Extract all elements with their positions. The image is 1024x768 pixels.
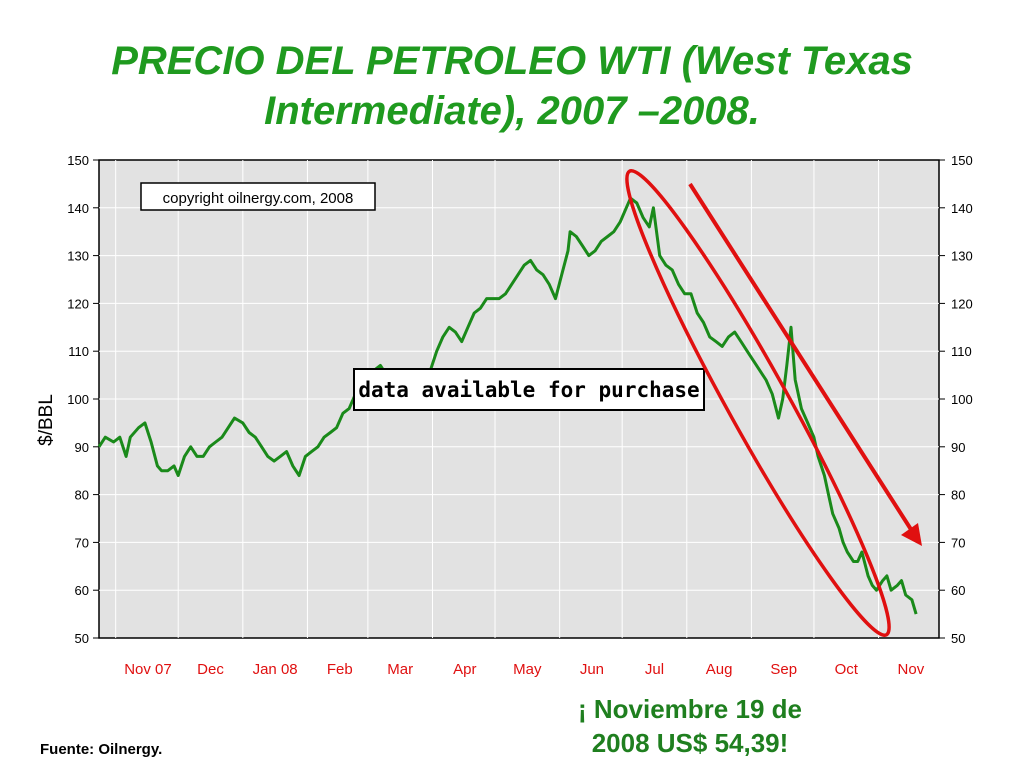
y-tick-label-left: 150 — [67, 153, 89, 168]
x-month-label: Feb — [327, 661, 353, 678]
y-tick-label-left: 80 — [75, 488, 89, 503]
downtrend-arrow-head — [901, 523, 922, 546]
x-month-label: May — [513, 661, 542, 678]
y-axis-title: $/BBL — [36, 394, 57, 446]
series-layer — [97, 196, 918, 615]
y-tick-label-left: 100 — [67, 392, 89, 407]
y-tick-label-left: 70 — [75, 535, 89, 550]
y-tick-label-right: 120 — [951, 296, 973, 311]
x-month-label: Oct — [835, 661, 859, 678]
price-note-line1: ¡ Noviembre 19 de — [578, 694, 802, 724]
x-month-label: Mar — [387, 661, 413, 678]
y-tick-label-right: 90 — [951, 440, 965, 455]
axes: 50 50 60 60 70 70 80 80 90 90 100 100 110 110 120 120 13… — [67, 153, 972, 678]
y-tick-label-right: 60 — [951, 583, 965, 598]
chart-title: PRECIO DEL PETROLEO WTI (West Texas Inte… — [0, 36, 1024, 136]
downtrend-arrow-line — [688, 182, 914, 533]
copyright-box: copyright oilnergy.com, 2008 — [140, 182, 376, 211]
y-tick-label-left: 60 — [75, 583, 89, 598]
x-month-label: Jun — [580, 661, 604, 678]
x-month-label: Sep — [770, 661, 797, 678]
x-month-label: Apr — [453, 661, 476, 678]
price-note-line2: 2008 US$ 54,39! — [591, 728, 789, 758]
copyright-text: copyright oilnergy.com, 2008 — [163, 190, 354, 207]
decline-highlight-ellipse — [625, 169, 891, 637]
y-tick-label-right: 80 — [951, 488, 965, 503]
y-tick-label-right: 50 — [951, 631, 965, 646]
y-tick-label-left: 50 — [75, 631, 89, 646]
x-month-label: Dec — [197, 661, 224, 678]
y-tick-label-right: 100 — [951, 392, 973, 407]
chart-title-line1: PRECIO DEL PETROLEO WTI (West Texas — [111, 39, 913, 83]
x-month-label: Jan 08 — [253, 661, 298, 678]
y-tick-label-right: 140 — [951, 201, 973, 216]
y-tick-label-right: 130 — [951, 249, 973, 264]
y-tick-label-left: 140 — [67, 201, 89, 216]
y-tick-label-left: 90 — [75, 440, 89, 455]
y-tick-label-right: 110 — [951, 344, 972, 359]
y-tick-label-left: 120 — [67, 296, 89, 311]
y-tick-label-right: 150 — [951, 153, 973, 168]
y-tick-label-left: 130 — [67, 249, 89, 264]
price-series-line — [97, 196, 918, 615]
x-month-label: Nov — [898, 661, 925, 678]
x-month-label: Jul — [645, 661, 664, 678]
x-month-label: Nov 07 — [124, 661, 172, 678]
price-note: ¡ Noviembre 19 de 2008 US$ 54,39! — [540, 692, 840, 760]
y-tick-label-right: 70 — [951, 535, 965, 550]
y-tick-label-left: 110 — [68, 344, 89, 359]
chart-title-line2: Intermediate), 2007 –2008. — [264, 89, 760, 133]
purchase-overlay-box: data available for purchase — [353, 368, 705, 411]
source-credit: Fuente: Oilnergy. — [40, 741, 163, 758]
purchase-overlay-text: data available for purchase — [358, 378, 699, 402]
x-month-label: Aug — [706, 661, 733, 678]
